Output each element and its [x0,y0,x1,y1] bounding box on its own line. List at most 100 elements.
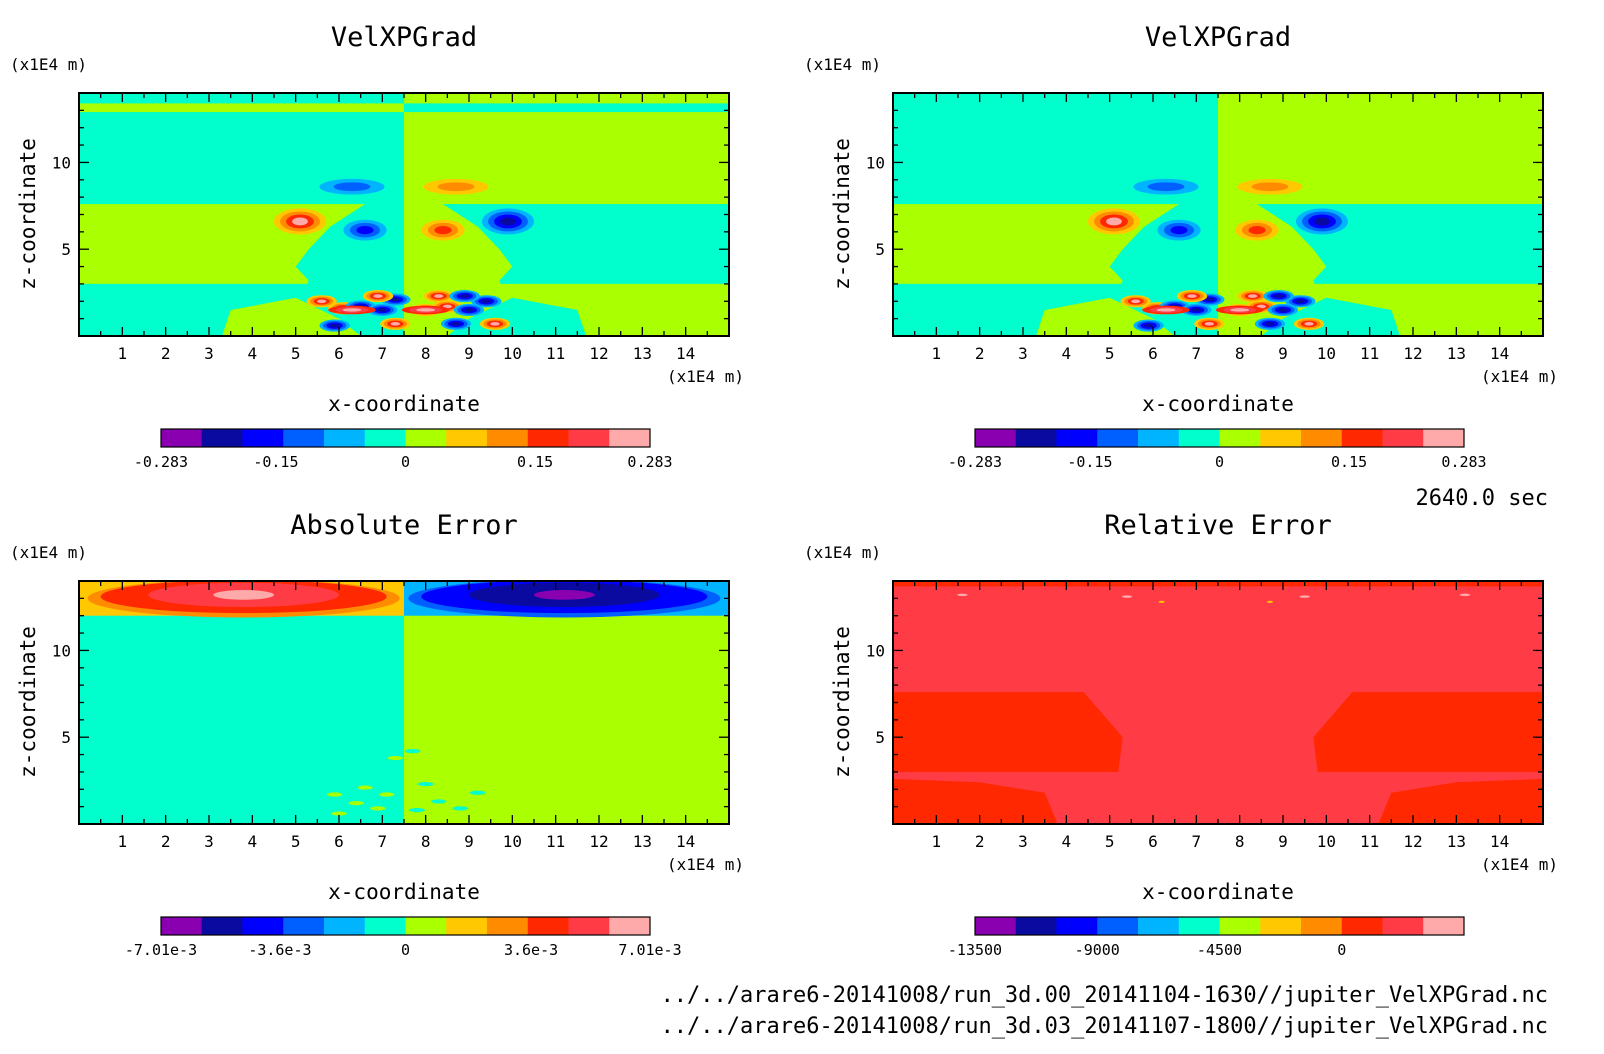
colorbar-tick-label: 3.6e-3 [504,941,558,959]
colorbar-swatch [1423,429,1465,447]
y-unit-label: (x1E4 m) [10,55,87,74]
colorbar-swatch [1301,429,1343,447]
colorbar-swatch [405,917,447,935]
contour-speckle [1459,593,1471,597]
x-tick-label: 9 [464,832,474,851]
x-tick-label: 6 [334,344,344,363]
contour-blob [434,226,452,235]
colorbar-swatch [324,917,366,935]
contour-blob [1304,322,1314,326]
contour-blob [356,226,374,235]
x-tick-label: 14 [1490,344,1509,363]
x-tick-label: 5 [1105,832,1115,851]
contour-region [404,93,729,100]
x-tick-label: 5 [291,344,301,363]
colorbar-swatch [1301,917,1343,935]
contour-speckle [348,801,365,806]
x-tick-label: 8 [1235,344,1245,363]
contour-region [79,103,404,113]
contour-blob [1147,182,1185,192]
y-tick-label: 5 [61,240,71,259]
contour-blob [1131,299,1141,304]
contour-speckle [1266,600,1274,603]
colorbar-swatch [487,917,529,935]
colorbar-tick-label: -9000 [1075,941,1120,959]
x-tick-label: 9 [1278,832,1288,851]
contour-blob [330,323,340,328]
colorbar-swatch [161,429,203,447]
y-axis-label: z-coordinate [16,138,40,290]
contour-blob [451,322,461,326]
x-unit-label: (x1E4 m) [667,367,744,386]
contour-blob [390,297,400,302]
colorbar-swatch [1138,917,1180,935]
contour-region [893,586,1543,616]
panel-absolute-error: Absolute Error (x1E4 m) 1 2 3 4 5 6 7 8 9 10 11 12 1… [10,510,744,959]
x-tick-label: 11 [1360,832,1379,851]
colorbar-tick-label: -0.15 [1067,453,1112,471]
colorbar-swatch [1056,917,1098,935]
x-tick-label: 3 [1018,344,1028,363]
contour-blob [1156,308,1176,312]
colorbar: -0.283 -0.15 0 0.15 0.283 [134,428,673,471]
x-tick-label: 13 [1447,344,1466,363]
contour-speckle [326,792,343,797]
contour-blob [317,299,327,304]
x-tick-label: 6 [334,832,344,851]
colorbar: -13500 -9000 -4500 0 [948,916,1465,959]
contour-blob [534,590,595,600]
panel-title: Relative Error [1104,510,1332,541]
x-tick-label: 9 [464,344,474,363]
x-tick-label: 5 [1105,344,1115,363]
contour-blob [1191,308,1201,312]
x-tick-label: 14 [676,832,695,851]
x-tick-label: 6 [1148,832,1158,851]
file-path-1: ../../arare6-20141008/run_3d.00_20141104… [661,983,1548,1008]
colorbar-tick-label: -3.6e-3 [248,941,311,959]
colorbar-tick-label: 7.01e-3 [618,941,681,959]
x-tick-label: 8 [421,832,431,851]
contour-blob [1248,294,1258,298]
colorbar: -0.283 -0.15 0 0.15 0.283 [948,428,1487,471]
colorbar-swatch [1015,917,1057,935]
contour-region [893,778,1058,824]
colorbar-swatch [527,917,569,935]
contour-field [893,581,1543,824]
colorbar-swatch [283,429,325,447]
colorbar-tick-label: 0 [401,453,410,471]
contour-speckle [409,808,425,813]
y-unit-label: (x1E4 m) [10,543,87,562]
colorbar-tick-label: 0.15 [1331,453,1367,471]
colorbar-swatch [1056,429,1098,447]
x-tick-label: 8 [421,344,431,363]
time-label: 2640.0 sec [1416,486,1548,511]
colorbar-swatch [1015,429,1057,447]
contour-blob [377,308,387,312]
contour-blob [1204,297,1214,302]
colorbar-swatch [1097,917,1139,935]
contour-speckle [404,749,421,754]
colorbar-tick-label: -0.283 [134,453,188,471]
contour-blob [373,294,383,298]
contour-region [893,615,1543,693]
colorbar-frame [160,916,651,936]
contour-blob [437,182,475,192]
x-tick-label: 3 [1018,832,1028,851]
x-tick-label: 14 [1490,832,1509,851]
colorbar-tick-label: -0.283 [948,453,1002,471]
contour-blob [1230,308,1250,312]
panel-velxpgrad-2: VelXPGrad (x1E4 m) 1 2 3 4 5 6 7 8 9 10 11 12 13 1451… [804,22,1558,471]
colorbar-tick-label: 0 [401,941,410,959]
colorbar-swatch [1260,429,1302,447]
x-tick-label: 10 [503,832,522,851]
colorbar-swatch [242,917,284,935]
contour-blob [1106,217,1122,226]
x-unit-label: (x1E4 m) [667,855,744,874]
colorbar-tick-label: -7.01e-3 [125,941,197,959]
x-tick-label: 7 [1192,344,1202,363]
contour-field [893,93,1543,336]
contour-blob [1187,294,1197,298]
